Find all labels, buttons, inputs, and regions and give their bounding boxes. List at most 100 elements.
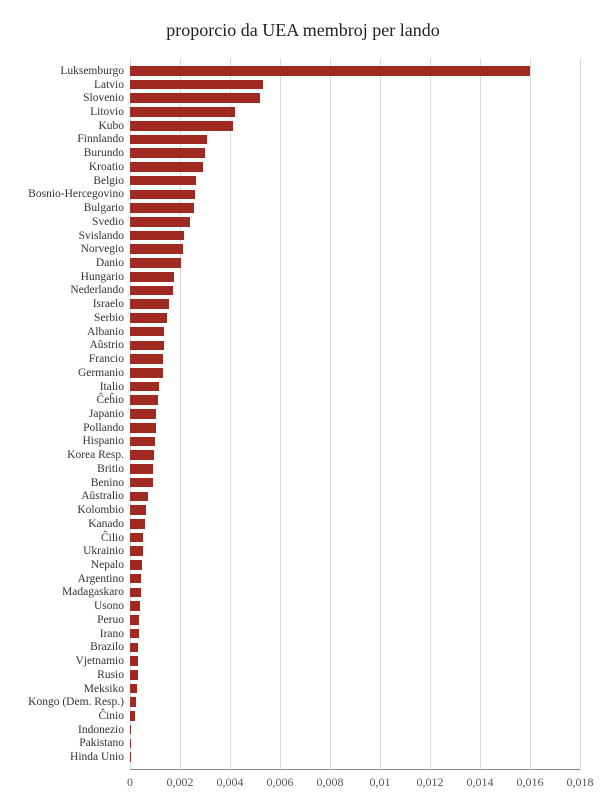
bar-row: Belgio (130, 174, 580, 188)
bar-row: Bosnio-Hercegovino (130, 188, 580, 202)
bar-row: Korea Resp. (130, 448, 580, 462)
bar (130, 135, 207, 145)
bar-row: Kroatio (130, 160, 580, 174)
x-tick-label: 0,014 (467, 775, 494, 790)
category-label: Ĉilio (101, 532, 130, 544)
bar-row: Bulgario (130, 201, 580, 215)
bar-row: Litovio (130, 105, 580, 119)
bar-row: Slovenio (130, 91, 580, 105)
plot-area: LuksemburgoLatvioSlovenioLitovioKuboFinn… (130, 58, 580, 770)
bar (130, 505, 146, 515)
category-label: Ukrainio (83, 545, 130, 557)
x-tick-label: 0,008 (317, 775, 344, 790)
bar (130, 588, 141, 598)
bar-row: Finnlando (130, 133, 580, 147)
bar (130, 286, 173, 296)
category-label: Benino (91, 477, 130, 489)
bar (130, 601, 140, 611)
bar (130, 478, 153, 488)
category-label: Peruo (97, 614, 130, 626)
bar-row: Serbio (130, 311, 580, 325)
category-label: Hinda Unio (70, 751, 130, 763)
category-label: Burundo (84, 147, 130, 159)
bar-row: Hinda Unio (130, 750, 580, 764)
bar (130, 231, 184, 241)
x-tick-label: 0,01 (370, 775, 391, 790)
bar-row: Danio (130, 256, 580, 270)
category-label: Argentino (78, 573, 130, 585)
chart-container: proporcio da UEA membroj per lando Lukse… (0, 0, 606, 804)
bar (130, 697, 136, 707)
bar-row: Kongo (Dem. Resp.) (130, 695, 580, 709)
bar (130, 203, 194, 213)
bar-row: Nederlando (130, 284, 580, 298)
category-label: Aŭstrio (90, 339, 131, 351)
bar-row: Svedio (130, 215, 580, 229)
category-label: Bosnio-Hercegovino (28, 188, 130, 200)
category-label: Kubo (98, 120, 130, 132)
bar-row: Hungario (130, 270, 580, 284)
bar-row: Luksemburgo (130, 64, 580, 78)
x-tick-label: 0,016 (517, 775, 544, 790)
x-tick-label: 0,002 (167, 775, 194, 790)
bar-row: Ukrainio (130, 544, 580, 558)
bar (130, 739, 131, 749)
bar-row: Israelo (130, 297, 580, 311)
bar (130, 327, 164, 337)
bar (130, 107, 235, 117)
bar (130, 409, 156, 419)
bar-row: Japanio (130, 407, 580, 421)
bar-row: Ĉilio (130, 531, 580, 545)
category-label: Ĉeĥio (97, 394, 130, 406)
bar-row: Hispanio (130, 435, 580, 449)
bar-row: Kolombio (130, 503, 580, 517)
bar (130, 80, 263, 90)
bar-row: Brazilo (130, 640, 580, 654)
bar (130, 299, 169, 309)
bar (130, 368, 163, 378)
category-label: Meksiko (84, 683, 130, 695)
category-label: Irano (100, 628, 130, 640)
bar-row: Albanio (130, 325, 580, 339)
bar (130, 711, 135, 721)
bar-row: Peruo (130, 613, 580, 627)
bar (130, 643, 138, 653)
bar (130, 190, 195, 200)
category-label: Kolombio (77, 504, 130, 516)
category-label: Brazilo (90, 641, 130, 653)
bar (130, 464, 153, 474)
bar (130, 423, 156, 433)
bar (130, 244, 183, 254)
bar (130, 176, 196, 186)
x-tick-label: 0,004 (217, 775, 244, 790)
bar (130, 519, 145, 529)
category-label: Korea Resp. (67, 449, 130, 461)
category-label: Italio (100, 381, 130, 393)
bar-row: Norvegio (130, 242, 580, 256)
bar (130, 533, 143, 543)
bar (130, 313, 167, 323)
category-label: Litovio (90, 106, 130, 118)
category-label: Nepalo (91, 559, 130, 571)
bar-row: Svislando (130, 229, 580, 243)
bar (130, 752, 131, 762)
bar (130, 546, 143, 556)
bar (130, 437, 155, 447)
category-label: Ĉinio (98, 710, 130, 722)
bar-row: Britio (130, 462, 580, 476)
x-tick-label: 0,018 (567, 775, 594, 790)
category-label: Albanio (87, 326, 130, 338)
bar-row: Rusio (130, 668, 580, 682)
bar-row: Kanado (130, 517, 580, 531)
category-label: Finnlando (77, 133, 130, 145)
category-label: Svislando (79, 230, 130, 242)
x-tick-label: 0 (127, 775, 133, 790)
bar (130, 574, 141, 584)
gridline (580, 58, 581, 770)
bars-layer: LuksemburgoLatvioSlovenioLitovioKuboFinn… (130, 64, 580, 764)
category-label: Israelo (93, 298, 130, 310)
bar (130, 354, 163, 364)
bar (130, 258, 181, 268)
bar (130, 395, 158, 405)
category-label: Belgio (93, 175, 130, 187)
